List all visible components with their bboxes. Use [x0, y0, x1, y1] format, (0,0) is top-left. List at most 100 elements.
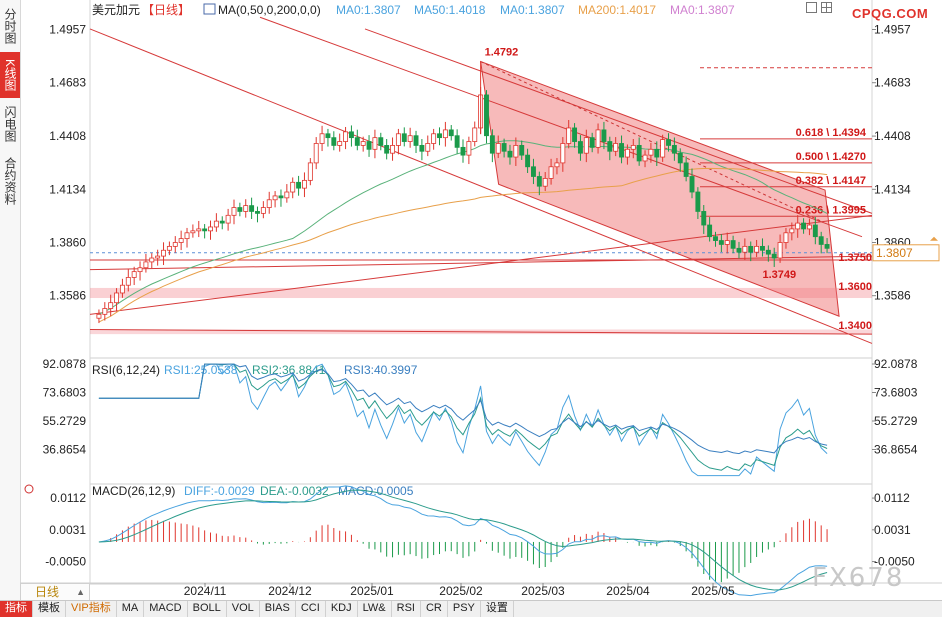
- dashed-retrace-line: [480, 61, 822, 222]
- candle-body: [390, 145, 395, 154]
- candle-body: [460, 146, 466, 156]
- rsi-line-0: [98, 363, 828, 477]
- candle-body: [96, 313, 102, 319]
- window-icon[interactable]: [806, 2, 817, 13]
- candle-body: [213, 220, 219, 228]
- candle-body: [190, 230, 196, 234]
- candle-body: [577, 141, 583, 154]
- candle-body: [407, 135, 413, 142]
- candle-body: [624, 148, 630, 158]
- left-tab-3[interactable]: 合约资料: [3, 157, 17, 205]
- indicator-tab-7[interactable]: BIAS: [260, 601, 296, 617]
- candle-body: [689, 176, 695, 193]
- candle-body: [783, 232, 789, 243]
- candle-body: [395, 133, 401, 146]
- indicator-tab-2[interactable]: VIP指标: [66, 601, 117, 617]
- indicator-tab-14[interactable]: 设置: [481, 601, 514, 617]
- candle-body: [114, 292, 120, 304]
- candle-body: [431, 133, 437, 144]
- candle-body: [313, 143, 319, 164]
- indicator-tab-11[interactable]: RSI: [392, 601, 421, 617]
- price-tick-left: 1.4408: [49, 129, 86, 143]
- candle-body: [472, 127, 478, 142]
- candle-body: [536, 176, 542, 187]
- ma-readout-2: MA0:1.3807: [500, 3, 565, 17]
- candle-body: [548, 166, 554, 179]
- indicator-tab-4[interactable]: MACD: [144, 601, 188, 617]
- candle-body: [131, 271, 137, 278]
- fib-label-0: 0.618 \ 1.4394: [796, 127, 867, 139]
- candle-body: [155, 255, 161, 259]
- indicator-tab-3[interactable]: MA: [117, 601, 145, 617]
- indicator-tab-0[interactable]: 指标: [0, 601, 33, 617]
- rsi-tick-left: 73.6803: [43, 386, 87, 400]
- candle-body: [372, 137, 378, 150]
- candle-body: [172, 242, 178, 247]
- ma-readout-1: MA50:1.4018: [414, 3, 486, 17]
- ma-readout-4: MA0:1.3807: [670, 3, 735, 17]
- macd-tick-left: -0.0050: [45, 555, 86, 569]
- left-tab-1[interactable]: K线图: [0, 52, 20, 98]
- left-tab-2[interactable]: 闪电图: [3, 106, 17, 142]
- left-tab-0[interactable]: 分时图: [3, 8, 17, 44]
- indicator-tab-bar: 指标 模板 VIP指标 MA MACD BOLL VOL BIAS CCI KDJ LW& RSI CR…: [0, 600, 942, 617]
- rsi-readout-0: RSI1:25.0538: [164, 363, 238, 377]
- candle-body: [354, 137, 360, 146]
- price-tick-left: 1.4683: [49, 76, 86, 90]
- support-label-1: 1.3600: [838, 281, 872, 293]
- indicator-tab-6[interactable]: VOL: [227, 601, 260, 617]
- candle-body: [607, 141, 613, 152]
- x-tick-label: 2024/11: [184, 584, 227, 598]
- candle-body: [296, 181, 302, 189]
- indicator-tab-9[interactable]: KDJ: [326, 601, 358, 617]
- candle-body: [243, 205, 249, 212]
- chevron-up-icon: ▲: [76, 587, 85, 597]
- price-tick-left: 1.4134: [49, 182, 86, 196]
- indicator-tab-12[interactable]: CR: [421, 601, 448, 617]
- candle-body: [442, 129, 448, 139]
- trend-line-lower-flat: [89, 255, 873, 271]
- support-label-2: 1.3400: [838, 320, 872, 332]
- candle-body: [636, 145, 642, 162]
- ma-readout-3: MA200:1.4017: [578, 3, 656, 17]
- candle-body: [249, 205, 255, 212]
- candle-body: [630, 145, 636, 150]
- candle-body: [278, 195, 284, 199]
- candle-body: [801, 222, 807, 230]
- indicator-settings-icon: [203, 3, 216, 15]
- candle-body: [266, 199, 272, 208]
- candle-body: [777, 242, 783, 259]
- candle-body: [736, 247, 742, 253]
- x-tick-label: 2025/04: [606, 584, 650, 598]
- candle-body: [302, 179, 307, 189]
- candle-body: [613, 143, 619, 152]
- support-band-1-3600: [90, 287, 872, 299]
- candle-body: [519, 145, 525, 156]
- candle-body: [601, 129, 607, 142]
- candle-body: [343, 131, 349, 142]
- price-marker-icon: [930, 236, 938, 241]
- candle-body: [654, 148, 660, 158]
- indicator-tab-5[interactable]: BOLL: [188, 601, 227, 617]
- candle-body: [760, 245, 765, 251]
- candle-body: [572, 127, 578, 142]
- x-tick-label: 2025/01: [350, 584, 394, 598]
- rsi-line-1: [98, 363, 828, 471]
- macd-label: MACD(26,12,9): [92, 484, 175, 498]
- candle-body: [812, 224, 818, 238]
- candle-body: [325, 133, 331, 139]
- fib-label-2: 0.382 \ 1.4147: [796, 175, 866, 187]
- candle-body: [225, 214, 231, 224]
- indicator-tab-8[interactable]: CCI: [296, 601, 326, 617]
- period-selector[interactable]: 日线 ▲: [20, 583, 90, 601]
- indicator-tab-1[interactable]: 模板: [33, 601, 66, 617]
- fib-label-3: 0.236 \ 1.3995: [796, 204, 866, 216]
- grid-icon[interactable]: [821, 2, 832, 13]
- rsi-readout-1: RSI2:36.8841: [252, 363, 326, 377]
- price-tick-right: 1.4957: [874, 23, 911, 37]
- candle-body: [713, 236, 718, 241]
- indicator-tab-10[interactable]: LW&: [358, 601, 392, 617]
- x-tick-label: 2024/12: [268, 584, 312, 598]
- indicator-tab-13[interactable]: PSY: [448, 601, 481, 617]
- high-annotation: 1.4792: [485, 47, 519, 59]
